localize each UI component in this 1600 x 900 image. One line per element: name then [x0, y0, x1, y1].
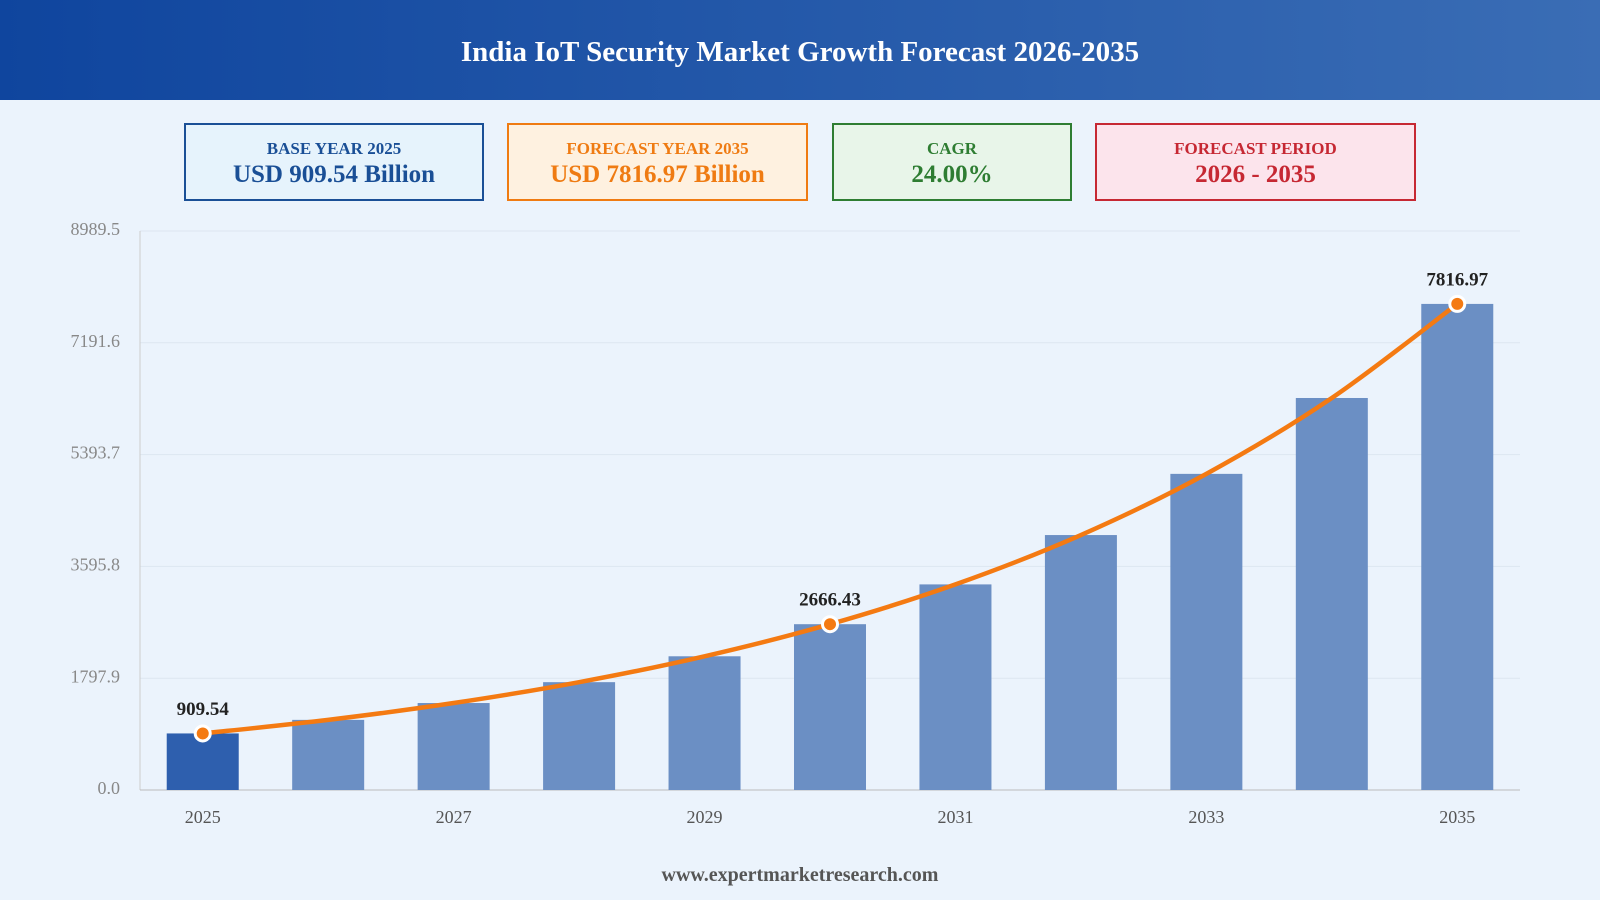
- point-marker: [1448, 294, 1467, 313]
- y-tick-label: 5393.7: [71, 443, 121, 463]
- y-tick-label: 1797.9: [71, 666, 121, 686]
- source: www.expertmarketresearch.com: [661, 864, 939, 886]
- x-tick-label: 2025: [185, 807, 221, 827]
- x-tick-label: 2027: [436, 807, 472, 827]
- y-tick-label: 8989.5: [71, 219, 121, 239]
- kpi-value: 24.00%: [911, 161, 993, 188]
- point-marker: [821, 615, 839, 634]
- bar: [166, 733, 239, 790]
- data-label: 2666.43: [799, 590, 861, 611]
- bar: [1044, 535, 1117, 790]
- bar: [919, 584, 992, 790]
- data-label: 7816.97: [1426, 269, 1488, 290]
- x-tick-label: 2029: [687, 807, 723, 827]
- point-marker: [193, 724, 212, 743]
- kpi-value: 2026 - 2035: [1195, 161, 1316, 188]
- bar: [1170, 473, 1243, 790]
- data-label: 909.54: [177, 699, 230, 720]
- bar: [794, 624, 866, 790]
- kpi-value: USD 7816.97 Billion: [550, 161, 765, 188]
- bar: [1295, 397, 1368, 790]
- kpi-label: CAGR: [926, 139, 978, 158]
- header-bar: [0, 0, 1600, 100]
- kpi-label: FORECAST PERIOD: [1174, 139, 1337, 158]
- kpi-box: CAGR 24.00%: [832, 123, 1072, 201]
- bar: [1421, 303, 1494, 790]
- bar: [668, 656, 741, 790]
- kpi-box: FORECAST YEAR 2035 USD 7816.97 Billion: [507, 123, 808, 201]
- bar: [417, 703, 490, 790]
- chart-title: India IoT Security Market Growth Forecas…: [460, 36, 1140, 68]
- x-tick-label: 2031: [937, 807, 973, 827]
- x-tick-label: 2033: [1188, 807, 1224, 827]
- kpi-label: BASE YEAR 2025: [266, 139, 402, 158]
- bar: [543, 682, 616, 790]
- y-tick-label: 3595.8: [71, 555, 121, 575]
- bar: [292, 719, 365, 790]
- kpi-box: FORECAST PERIOD 2026 - 2035: [1095, 123, 1416, 201]
- y-tick-label: 0.0: [98, 778, 121, 798]
- kpi-box: BASE YEAR 2025 USD 909.54 Billion: [184, 123, 484, 201]
- kpi-value: USD 909.54 Billion: [232, 161, 436, 188]
- kpi-label: FORECAST YEAR 2035: [566, 139, 749, 158]
- x-tick-label: 2035: [1439, 807, 1475, 827]
- y-tick-label: 7191.6: [71, 331, 121, 351]
